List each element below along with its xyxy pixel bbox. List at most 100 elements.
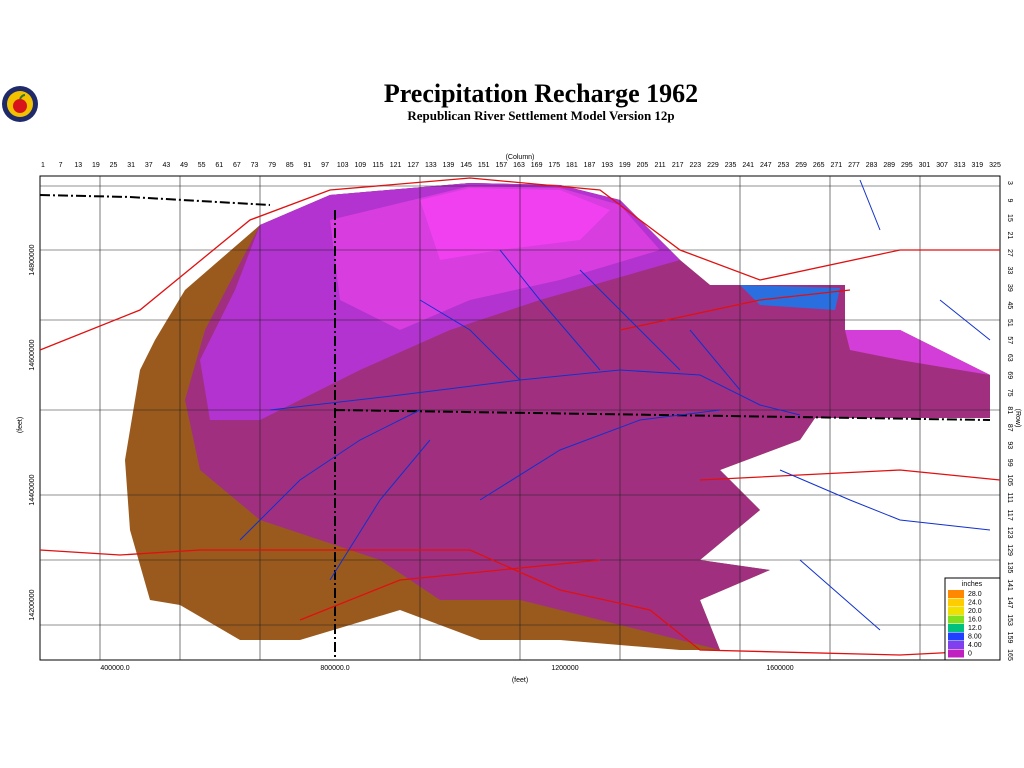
right-axis-label: (Row) xyxy=(1014,409,1021,428)
column-label: 103 xyxy=(337,162,349,169)
row-label: 111 xyxy=(1006,492,1013,503)
column-label: 79 xyxy=(268,162,276,169)
row-label: 159 xyxy=(1006,632,1013,644)
column-label: 67 xyxy=(233,162,241,169)
row-label: 9 xyxy=(1006,199,1013,203)
legend-label: 8.00 xyxy=(968,633,982,640)
column-label: 223 xyxy=(689,162,701,169)
legend-swatch xyxy=(948,598,964,607)
bottom-tick-label: 800000.0 xyxy=(320,665,349,672)
left-tick-label: 14800000 xyxy=(29,244,36,275)
subtitle: Republican River Settlement Model Versio… xyxy=(407,108,674,123)
column-label: 31 xyxy=(127,162,135,169)
legend-label: 20.0 xyxy=(968,608,982,615)
row-label: 165 xyxy=(1006,649,1013,661)
column-label: 307 xyxy=(936,162,948,169)
logo xyxy=(2,86,38,122)
column-label: 235 xyxy=(725,162,737,169)
row-label: 51 xyxy=(1006,319,1013,327)
bottom-tick-label: 400000.0 xyxy=(100,665,129,672)
row-label: 69 xyxy=(1006,371,1013,379)
column-label: 49 xyxy=(180,162,188,169)
row-label: 75 xyxy=(1006,389,1013,397)
left-tick-label: 14400000 xyxy=(29,474,36,505)
column-label: 271 xyxy=(830,162,842,169)
legend-label: 12.0 xyxy=(968,625,982,632)
row-label: 63 xyxy=(1006,354,1013,362)
column-label: 229 xyxy=(707,162,719,169)
column-label: 163 xyxy=(513,162,525,169)
column-label: 217 xyxy=(672,162,684,169)
column-label: 211 xyxy=(654,162,665,169)
column-label: 97 xyxy=(321,162,329,169)
column-label: 37 xyxy=(145,162,153,169)
bottom-axis-label: (feet) xyxy=(512,677,528,684)
column-label: 133 xyxy=(425,162,437,169)
column-label: 295 xyxy=(901,162,913,169)
row-label: 123 xyxy=(1006,527,1013,539)
column-label: 199 xyxy=(619,162,631,169)
column-label: 19 xyxy=(92,162,100,169)
column-label: 289 xyxy=(883,162,895,169)
row-label: 117 xyxy=(1006,510,1013,521)
column-label: 157 xyxy=(496,162,508,169)
row-label: 93 xyxy=(1006,441,1013,449)
column-label: 193 xyxy=(601,162,613,169)
legend-label: 4.00 xyxy=(968,642,982,649)
row-label: 15 xyxy=(1006,214,1013,222)
row-label: 147 xyxy=(1006,597,1013,609)
legend-swatch xyxy=(948,607,964,615)
column-label: 13 xyxy=(74,162,82,169)
legend-label: 28.0 xyxy=(968,591,982,598)
row-label: 135 xyxy=(1006,562,1013,574)
column-label: 7 xyxy=(59,162,63,169)
left-tick-label: 14200000 xyxy=(29,589,36,620)
column-label: 121 xyxy=(390,162,402,169)
left-tick-label: 14600000 xyxy=(29,339,36,370)
row-label: 21 xyxy=(1006,232,1013,240)
column-label: 301 xyxy=(919,162,931,169)
column-label: 115 xyxy=(372,162,383,169)
column-label: 169 xyxy=(531,162,543,169)
legend-swatch xyxy=(948,590,964,598)
row-label: 141 xyxy=(1006,579,1013,591)
legend-swatch xyxy=(948,615,964,624)
column-label: 253 xyxy=(778,162,790,169)
legend-swatch xyxy=(948,632,964,641)
column-label: 127 xyxy=(407,162,419,169)
row-label: 33 xyxy=(1006,267,1013,275)
top-axis-label: (Column) xyxy=(506,154,535,161)
column-label: 319 xyxy=(972,162,984,169)
column-label: 277 xyxy=(848,162,860,169)
column-label: 259 xyxy=(795,162,807,169)
column-label: 61 xyxy=(215,162,223,169)
legend-label: 16.0 xyxy=(968,616,982,623)
column-label: 325 xyxy=(989,162,1001,169)
row-label: 45 xyxy=(1006,301,1013,309)
column-label: 1 xyxy=(41,162,45,169)
column-label: 265 xyxy=(813,162,825,169)
row-label: 105 xyxy=(1006,474,1013,486)
legend-title: inches xyxy=(962,581,983,588)
column-label: 187 xyxy=(584,162,596,169)
row-label: 153 xyxy=(1006,614,1013,626)
row-label: 81 xyxy=(1006,406,1013,414)
left-axis-label: (feet) xyxy=(17,417,24,433)
row-label: 39 xyxy=(1006,284,1013,292)
legend-swatch xyxy=(948,641,964,649)
column-label: 181 xyxy=(566,162,578,169)
legend-label: 0 xyxy=(968,650,972,657)
column-label: 247 xyxy=(760,162,772,169)
row-label: 87 xyxy=(1006,424,1013,432)
row-label: 99 xyxy=(1006,459,1013,467)
column-label: 25 xyxy=(110,162,118,169)
column-label: 139 xyxy=(443,162,455,169)
column-label: 109 xyxy=(354,162,366,169)
column-label: 145 xyxy=(460,162,472,169)
column-label: 283 xyxy=(866,162,878,169)
column-label: 85 xyxy=(286,162,294,169)
title: Precipitation Recharge 1962 xyxy=(384,79,698,108)
bottom-tick-label: 1200000 xyxy=(551,665,578,672)
row-label: 129 xyxy=(1006,544,1013,556)
